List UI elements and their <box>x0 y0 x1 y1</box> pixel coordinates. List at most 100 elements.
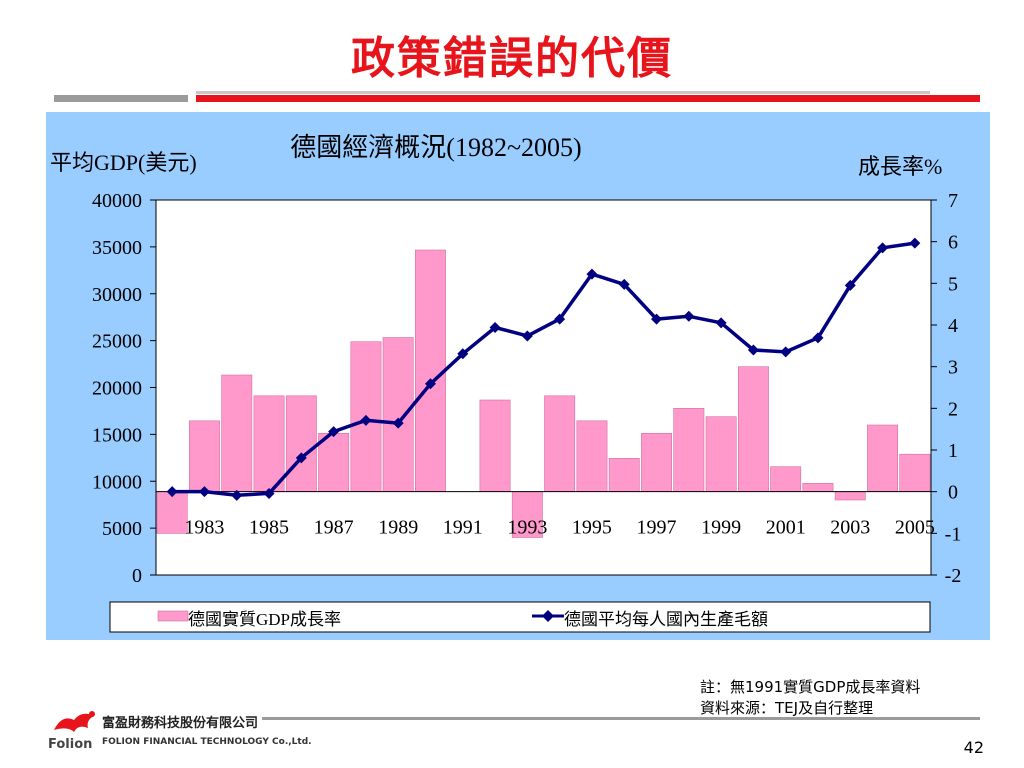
left-tick-label: 25000 <box>92 331 142 353</box>
x-tick-label: 1987 <box>314 517 354 539</box>
right-tick-label: 3 <box>948 357 958 379</box>
company-name-cn: 富盈財務科技股份有限公司 <box>102 716 259 731</box>
company-name-en: FOLION FINANCIAL TECHNOLOGY Co.,Ltd. <box>102 737 312 747</box>
gdp-growth-bar-2000 <box>737 366 769 492</box>
right-tick-label: -1 <box>945 523 962 545</box>
x-tick-label: 1983 <box>184 517 224 539</box>
gdp-per-capita-marker-1992 <box>489 322 501 333</box>
right-axis-ticks: 7 6 5 4 3 2 1 0 -1 -2 <box>931 190 961 587</box>
gdp-per-capita-marker-2001 <box>780 346 792 358</box>
gdp-per-capita-marker-1982 <box>166 486 178 498</box>
gdp-growth-bar-2004 <box>867 424 899 492</box>
right-tick-label: 0 <box>948 482 958 504</box>
right-tick-label: 7 <box>948 190 958 212</box>
gdp-growth-bar-2002 <box>802 482 834 492</box>
gdp-per-capita-marker-1989 <box>392 417 404 429</box>
gdp-growth-bar-1982 <box>156 491 188 534</box>
page-number: 42 <box>963 738 984 757</box>
gdp-per-capita-marker-2002 <box>812 332 824 344</box>
gdp-growth-bar-1993 <box>511 491 543 538</box>
legend: 德國實質GDP成長率 德國平均每人國內生產毛額 <box>109 601 931 633</box>
right-tick-label: 1 <box>948 440 958 462</box>
gdp-per-capita-line <box>172 241 916 498</box>
line-series <box>166 237 921 501</box>
right-tick-label: -2 <box>945 565 962 587</box>
gdp-growth-bar-1989 <box>382 337 414 492</box>
gdp-per-capita-marker-1999 <box>715 317 727 329</box>
gdp-per-capita-marker-1994 <box>554 313 566 325</box>
left-axis-ticks: 40000 35000 30000 25000 20000 15000 10000 5000 0 <box>92 190 156 587</box>
right-tick-label: 5 <box>948 273 958 295</box>
left-tick-label: 40000 <box>92 190 142 212</box>
gdp-growth-bar-1995 <box>576 420 608 492</box>
gdp-growth-bar-1985 <box>253 395 285 492</box>
left-tick-label: 10000 <box>92 471 142 493</box>
left-tick-label: 5000 <box>102 518 142 540</box>
x-tick-label: 1985 <box>249 517 289 539</box>
plot-area <box>155 199 932 576</box>
gdp-per-capita-marker-1997 <box>651 313 663 325</box>
x-tick-label: 2001 <box>766 517 806 539</box>
gdp-growth-bar-1999 <box>705 416 737 493</box>
title-underline-gray <box>54 95 188 102</box>
folion-logo <box>48 706 100 742</box>
title-underline-red <box>196 95 980 102</box>
gdp-per-capita-marker-2005 <box>909 237 921 249</box>
gdp-per-capita-marker-2000 <box>747 344 759 356</box>
gdp-growth-bar-1992 <box>479 399 511 492</box>
x-tick-label: 1999 <box>701 517 741 539</box>
left-tick-label: 35000 <box>92 237 142 259</box>
x-tick-label: 2005 <box>895 517 935 539</box>
gdp-growth-bar-1984 <box>221 374 253 492</box>
footer-divider <box>262 717 980 720</box>
gdp-per-capita-marker-1985 <box>263 487 275 499</box>
left-tick-label: 20000 <box>92 378 142 400</box>
chart-svg: 德國經濟概況(1982~2005) 平均GDP(美元) 成長率% 4000035… <box>50 133 961 633</box>
brand-name: Folion <box>48 737 93 752</box>
gdp-growth-bar-1994 <box>544 395 576 492</box>
x-tick-label: 1997 <box>637 517 677 539</box>
bar-series <box>156 249 931 538</box>
left-tick-label: 15000 <box>92 424 142 446</box>
gdp-growth-bar-2001 <box>770 466 802 493</box>
legend-label-bar: 德國實質GDP成長率 <box>188 610 341 629</box>
data-note: 註：無1991實質GDP成長率資料 <box>700 678 921 696</box>
gdp-per-capita-marker-1996 <box>618 278 630 290</box>
title-underline-shadow <box>196 91 930 94</box>
left-tick-label: 30000 <box>92 284 142 306</box>
x-tick-label: 1991 <box>443 517 483 539</box>
right-tick-label: 6 <box>948 232 958 254</box>
x-tick-label: 2003 <box>830 517 870 539</box>
gdp-per-capita-marker-1987 <box>328 426 340 438</box>
gdp-per-capita-marker-1998 <box>683 310 695 322</box>
legend-swatch-bar <box>157 610 189 622</box>
gdp-growth-bar-2005 <box>899 453 931 493</box>
x-tick-label: 1995 <box>572 517 612 539</box>
x-tick-label: 1993 <box>507 517 547 539</box>
gdp-growth-bar-2003 <box>834 491 866 501</box>
gdp-growth-bar-1997 <box>641 432 673 492</box>
gdp-growth-bar-1990 <box>414 249 446 492</box>
folion-logo-icon <box>54 711 95 732</box>
x-axis-ticks: 1983 1985 1987 1989 1991 1993 1995 1997 1999 2001… <box>184 517 935 539</box>
legend-label-line: 德國平均每人國內生產毛額 <box>564 610 768 629</box>
gdp-per-capita-marker-2003 <box>844 279 856 291</box>
y-axis-left-label: 平均GDP(美元) <box>50 150 197 175</box>
right-tick-label: 4 <box>948 315 958 337</box>
gdp-growth-bar-1983 <box>189 420 220 492</box>
gdp-growth-bar-1998 <box>673 407 705 492</box>
gdp-growth-bar-1986 <box>285 395 317 492</box>
chart-title: 德國經濟概況(1982~2005) <box>290 133 581 162</box>
gdp-per-capita-marker-1995 <box>586 268 598 280</box>
gdp-growth-bar-1996 <box>608 457 640 492</box>
legend-swatch-marker <box>542 610 554 622</box>
right-tick-label: 2 <box>948 398 958 420</box>
x-tick-label: 1989 <box>378 517 418 539</box>
slide-title: 政策錯誤的代價 <box>351 33 673 84</box>
gdp-per-capita-marker-1993 <box>521 330 533 342</box>
left-tick-label: 0 <box>132 565 142 587</box>
chart-panel: 德國經濟概況(1982~2005) 平均GDP(美元) 成長率% 40000 35… <box>46 112 990 640</box>
gdp-per-capita-marker-2004 <box>877 242 889 254</box>
gdp-growth-bar-1988 <box>350 341 382 492</box>
gdp-per-capita-marker-1991 <box>457 348 469 360</box>
